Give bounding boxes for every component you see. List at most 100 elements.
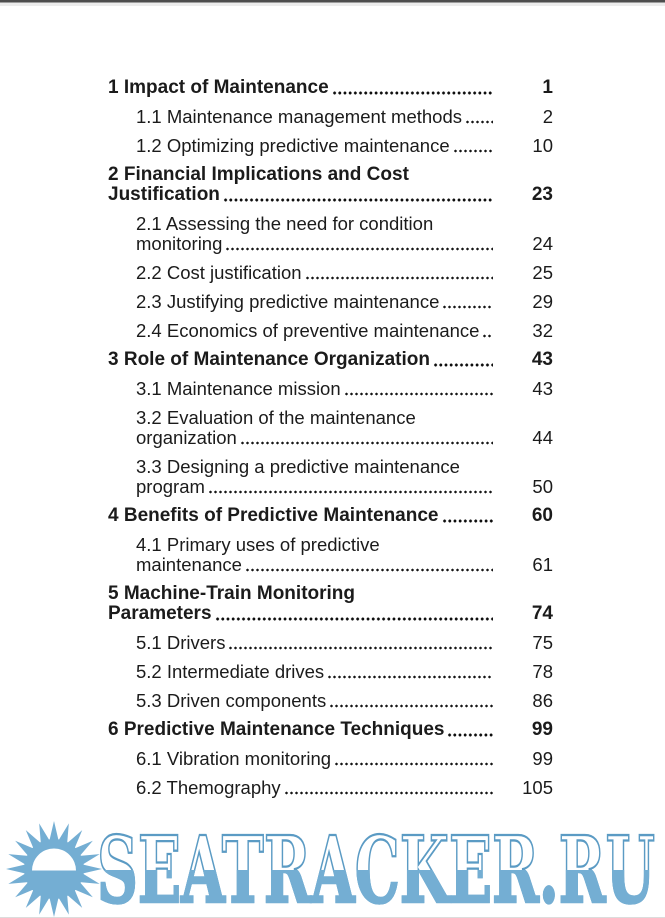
toc-page-number: 23	[531, 184, 553, 205]
toc-entry: 2.4 Economics of preventive maintenance 3…	[108, 321, 553, 341]
toc-line-text: 6.2 Themography	[136, 777, 281, 798]
dot-leader	[304, 275, 493, 281]
toc-line-text: organization	[136, 427, 237, 448]
toc-page-number: 43	[531, 349, 553, 370]
toc-line-text: 4.1 Primary uses of predictive	[136, 534, 380, 555]
toc-entry: 3.3 Designing a predictive maintenance pr…	[108, 457, 553, 497]
dot-leader	[228, 645, 493, 651]
toc-line-text: 6.1 Vibration monitoring	[136, 748, 332, 769]
toc-line-text: 2.3 Justifying predictive maintenance	[136, 291, 440, 312]
toc-entry: 6.2 Themography 105	[108, 778, 553, 798]
dot-leader	[222, 197, 493, 203]
dot-leader	[447, 732, 493, 738]
toc-line-text: 5 Machine-Train Monitoring	[108, 583, 356, 604]
toc-entry: 2 Financial Implications and Cost Justifi…	[108, 165, 553, 205]
sun-logo-icon	[6, 821, 102, 917]
sun-dome	[32, 848, 76, 871]
toc-line-text: 3.2 Evaluation of the maintenance	[136, 407, 416, 428]
toc-entry-title: 3 Role of Maintenance Organization	[108, 350, 493, 370]
toc-entry: 2.2 Cost justification 25	[108, 263, 553, 283]
toc-line-text: 3 Role of Maintenance Organization	[108, 349, 430, 370]
toc-entry: 4.1 Primary uses of predictive maintenanc…	[108, 535, 553, 575]
toc-page-number: 50	[532, 476, 553, 497]
toc-line-text: 1.2 Optimizing predictive maintenance	[136, 135, 450, 156]
toc-page-number: 32	[532, 320, 553, 341]
toc-line-text: 1 Impact of Maintenance	[108, 77, 329, 98]
dot-leader	[442, 304, 493, 310]
toc-entry-title: 5 Machine-Train Monitoring Parameters	[108, 584, 493, 624]
dot-leader	[207, 489, 493, 495]
toc-page-number: 24	[532, 233, 553, 254]
toc-line-text: Parameters	[108, 603, 212, 624]
toc-entry: 3.1 Maintenance mission 43	[108, 379, 553, 399]
toc-line-text: program	[136, 476, 205, 497]
toc-entry-title: 6.2 Themography	[108, 778, 493, 798]
toc-entry-title: 2 Financial Implications and Cost Justifi…	[108, 165, 493, 205]
toc-entry-title: 3.1 Maintenance mission	[108, 379, 493, 399]
toc-entry: 2.3 Justifying predictive maintenance 29	[108, 292, 553, 312]
toc-entry-title: 6.1 Vibration monitoring	[108, 749, 493, 769]
toc-entry-title: 5.3 Driven components	[108, 691, 493, 711]
toc-page-number: 105	[522, 777, 553, 798]
dot-leader	[329, 703, 493, 709]
toc: 1 Impact of Maintenance 1 1.1 Maintenance …	[108, 78, 553, 798]
toc-line-text: Justification	[108, 184, 220, 205]
toc-entry-title: 2.1 Assessing the need for condition moni…	[108, 214, 493, 254]
dot-leader	[327, 674, 493, 680]
dot-leader	[225, 246, 493, 252]
toc-entry-title: 6 Predictive Maintenance Techniques	[108, 720, 493, 740]
toc-line-text: 5.2 Intermediate drives	[136, 661, 325, 682]
toc-entry: 5.2 Intermediate drives 78	[108, 662, 553, 682]
toc-page-number: 1	[542, 77, 553, 98]
watermark: SEATRACKER.RU SEATRACKER.RU	[0, 800, 665, 918]
toc-entry-title: 3.2 Evaluation of the maintenance organiz…	[108, 408, 493, 448]
toc-entry-title: 4 Benefits of Predictive Maintenance	[108, 506, 493, 526]
toc-entry-title: 1 Impact of Maintenance	[108, 78, 493, 98]
dot-leader	[343, 391, 493, 397]
toc-page-number: 44	[532, 427, 553, 448]
toc-line-text: 6 Predictive Maintenance Techniques	[108, 719, 445, 740]
dot-leader	[441, 518, 493, 524]
toc-entry: 6 Predictive Maintenance Techniques 99	[108, 720, 553, 740]
toc-page-number: 99	[531, 719, 553, 740]
dot-leader	[283, 790, 493, 796]
toc-entry: 1.2 Optimizing predictive maintenance 10	[108, 136, 553, 156]
toc-entry-title: 5.2 Intermediate drives	[108, 662, 493, 682]
toc-line-text: 2 Financial Implications and Cost	[108, 164, 409, 185]
toc-entry: 6.1 Vibration monitoring 99	[108, 749, 553, 769]
toc-line-text: 4 Benefits of Predictive Maintenance	[108, 505, 439, 526]
toc-page-number: 2	[542, 106, 553, 127]
toc-entry-title: 2.3 Justifying predictive maintenance	[108, 292, 493, 312]
toc-page-number: 43	[532, 378, 553, 399]
toc-page-number: 74	[531, 603, 553, 624]
toc-line-text: 2.2 Cost justification	[136, 262, 302, 283]
toc-entry-title: 5.1 Drivers	[108, 633, 493, 653]
watermark-text-outline: SEATRACKER.RU	[97, 832, 655, 910]
dot-leader	[465, 119, 493, 125]
page-top-edge	[0, 0, 665, 8]
toc-entry-title: 2.2 Cost justification	[108, 263, 493, 283]
toc-entry-title: 2.4 Economics of preventive maintenance	[108, 321, 493, 341]
toc-entry: 3 Role of Maintenance Organization 43	[108, 350, 553, 370]
watermark-text-fill: SEATRACKER.RU	[97, 870, 655, 910]
toc-entry-title: 1.1 Maintenance management methods	[108, 107, 493, 127]
toc-entry-title: 3.3 Designing a predictive maintenance pr…	[108, 457, 493, 497]
toc-entry: 5 Machine-Train Monitoring Parameters 74	[108, 584, 553, 624]
toc-entry: 2.1 Assessing the need for condition moni…	[108, 214, 553, 254]
watermark-text: SEATRACKER.RU SEATRACKER.RU	[96, 832, 658, 910]
dot-leader	[433, 362, 493, 368]
toc-entry-title: 4.1 Primary uses of predictive maintenanc…	[108, 535, 493, 575]
toc-line-text: 2.4 Economics of preventive maintenance	[136, 320, 480, 341]
toc-page-number: 61	[532, 554, 553, 575]
dot-leader	[214, 616, 493, 622]
toc-page-number: 10	[532, 135, 553, 156]
toc-page-number: 29	[532, 291, 553, 312]
toc-page-number: 99	[532, 748, 553, 769]
toc-entry-title: 1.2 Optimizing predictive maintenance	[108, 136, 493, 156]
toc-page-number: 78	[532, 661, 553, 682]
toc-entry: 1 Impact of Maintenance 1	[108, 78, 553, 98]
toc-line-text: 3.3 Designing a predictive maintenance	[136, 456, 460, 477]
toc-line-text: maintenance	[136, 554, 242, 575]
toc-line-text: 2.1 Assessing the need for condition	[136, 213, 434, 234]
dot-leader	[244, 567, 493, 573]
